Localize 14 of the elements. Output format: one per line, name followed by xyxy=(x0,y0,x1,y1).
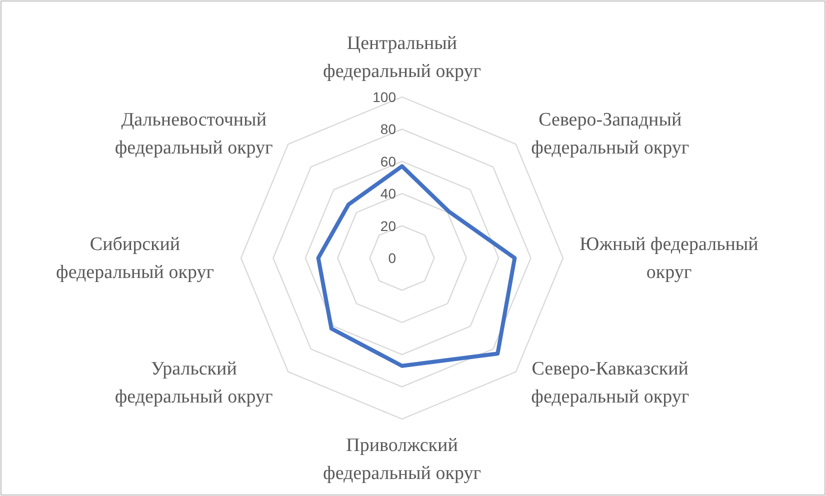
y-tick-label: 80 xyxy=(380,121,396,138)
spoke-label: Центральный федеральный округ xyxy=(323,33,482,82)
spoke-label: Сибирский федеральный округ xyxy=(56,234,214,283)
y-tick-label: 100 xyxy=(372,89,396,105)
y-tick-label: 40 xyxy=(380,186,396,202)
spoke-label: Уральский федеральный округ xyxy=(114,358,274,408)
y-tick-label: 20 xyxy=(380,218,396,234)
spoke-label: Дальневосточный федеральный округ xyxy=(114,110,274,159)
spoke-label: Северо-Кавказский федеральный округ xyxy=(531,358,690,408)
spoke-label: Приволжский федеральный округ xyxy=(323,435,482,484)
spoke-label: Северо-Западный федеральный округ xyxy=(531,110,690,159)
y-tick-label: 60 xyxy=(380,153,396,170)
y-tick-label: 0 xyxy=(388,250,396,266)
spoke-label: Южный федеральный округ xyxy=(580,234,758,283)
